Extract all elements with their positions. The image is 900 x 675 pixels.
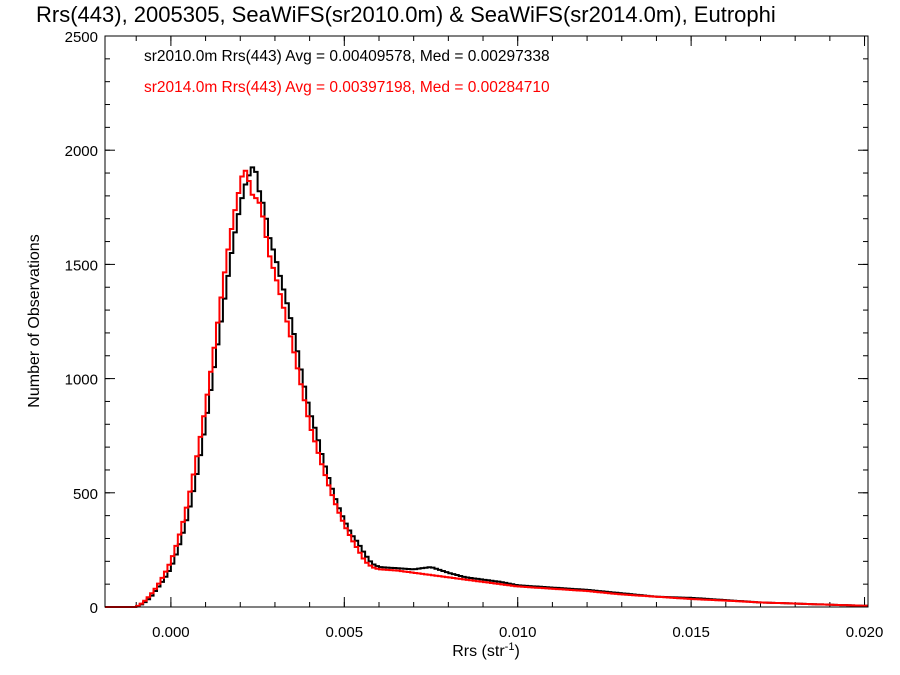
- y-tick-label: 1500: [65, 257, 98, 274]
- y-tick-labels: 0 500 1000 1500 2000 2500: [65, 29, 98, 617]
- plot-frame: [104, 35, 869, 608]
- x-tick-label: 0.000: [152, 624, 190, 641]
- x-axis-label: Rrs (str-1): [452, 641, 520, 660]
- x-axis-label-close: ): [514, 643, 519, 660]
- y-tick-label: 1000: [65, 372, 98, 389]
- x-tick-label: 0.005: [326, 624, 364, 641]
- y-axis-label: Number of Observations: [26, 234, 43, 407]
- x-tick-labels: 0.000 0.005 0.010 0.015 0.020: [152, 624, 883, 641]
- series-line-0: [105, 166, 868, 608]
- x-axis-label-superscript: -1: [505, 641, 515, 653]
- x-tick-label: 0.010: [499, 624, 537, 641]
- x-tick-label: 0.015: [672, 624, 710, 641]
- legend-entry-sr2014: sr2014.0m Rrs(443) Avg = 0.00397198, Med…: [144, 79, 550, 96]
- series-layer: [105, 166, 868, 608]
- series-line-1: [105, 169, 868, 608]
- y-tick-label: 0: [90, 600, 98, 617]
- axis-ticks: [105, 35, 868, 608]
- chart-title: Rrs(443), 2005305, SeaWiFS(sr2010.0m) & …: [36, 2, 776, 27]
- y-tick-label: 500: [73, 486, 98, 503]
- y-tick-label: 2500: [65, 29, 98, 46]
- x-axis-label-main: Rrs (str: [452, 643, 505, 660]
- x-tick-label: 0.020: [846, 624, 884, 641]
- y-tick-label: 2000: [65, 143, 98, 160]
- legend-entry-sr2010: sr2010.0m Rrs(443) Avg = 0.00409578, Med…: [144, 48, 550, 65]
